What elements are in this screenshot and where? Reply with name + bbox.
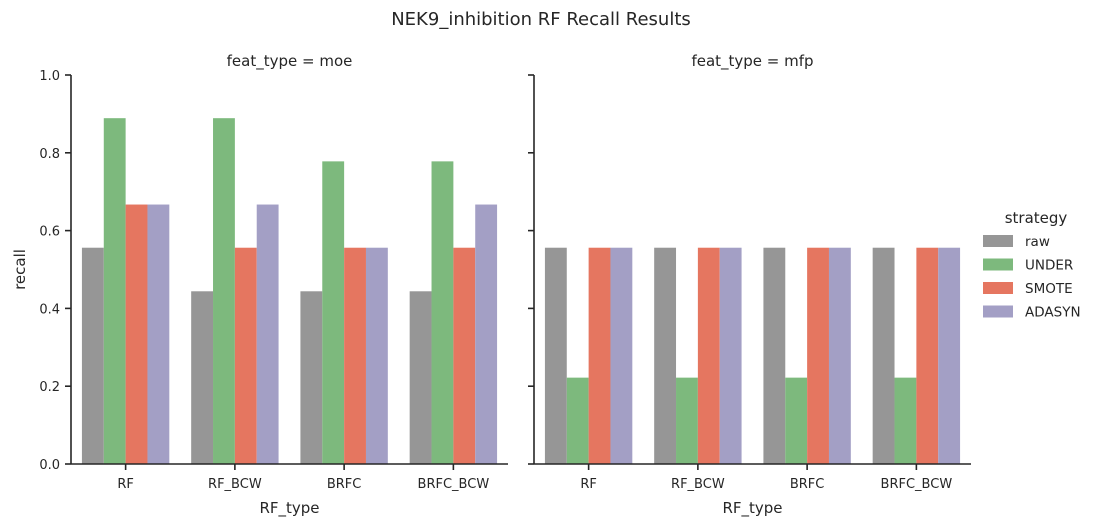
y-tick-label: 0.0 — [39, 458, 60, 473]
bar-smote-brfc_bcw — [453, 247, 476, 464]
panel-1: feat_type = moe 0.0 0.2 0.4 0.6 0.8 1.0 RF RF_BC… — [11, 52, 508, 518]
bar-under-brfc_bcw — [431, 161, 454, 464]
legend-title: strategy — [1005, 209, 1068, 227]
bar-adasyn-brfc_bcw — [938, 247, 961, 464]
bar-smote-rf — [588, 247, 611, 464]
bar-under-rf_bcw — [676, 377, 698, 464]
legend-label-adasyn: ADASYN — [1025, 305, 1081, 321]
bar-under-rf — [103, 118, 126, 464]
bar-under-brfc — [785, 377, 808, 464]
bar-raw-rf — [81, 247, 104, 464]
bar-smote-brfc — [344, 247, 366, 464]
x-tick-label: RF — [117, 477, 134, 492]
bar-smote-brfc — [807, 247, 829, 464]
x-tick-label: BRFC_BCW — [881, 477, 953, 492]
bar-adasyn-brfc — [828, 247, 851, 464]
panel-title: feat_type = moe — [227, 52, 353, 71]
legend: strategy raw UNDER SMOTE ADASYN — [983, 209, 1081, 321]
bar-raw-rf_bcw — [654, 247, 677, 464]
bar-raw-brfc — [763, 247, 786, 464]
x-tick-label: RF_BCW — [671, 477, 725, 492]
chart-title: NEK9_inhibition RF Recall Results — [391, 9, 691, 30]
bar-raw-brfc — [300, 291, 323, 464]
bar-under-brfc_bcw — [894, 377, 917, 464]
legend-swatch-under — [983, 258, 1013, 271]
x-axis-label: RF_type — [722, 499, 782, 518]
bar-raw-rf_bcw — [191, 291, 214, 464]
panel-title: feat_type = mfp — [691, 52, 813, 71]
x-tick-label: RF — [580, 477, 597, 492]
legend-swatch-raw — [983, 235, 1013, 247]
x-tick-label: RF_BCW — [208, 477, 262, 492]
legend-swatch-smote — [983, 282, 1013, 294]
y-tick-label: 0.6 — [39, 225, 60, 240]
bar-smote-rf — [125, 204, 148, 465]
bar-raw-rf — [544, 247, 567, 464]
bar-under-rf — [566, 377, 589, 464]
legend-swatch-adasyn — [983, 305, 1013, 318]
bar-smote-brfc_bcw — [916, 247, 939, 464]
x-tick-label: BRFC — [790, 477, 825, 492]
bar-adasyn-rf_bcw — [256, 204, 279, 465]
x-axis-label: RF_type — [259, 499, 319, 518]
bar-raw-brfc_bcw — [409, 291, 432, 464]
bar-smote-rf_bcw — [697, 247, 720, 464]
x-tick-label: BRFC_BCW — [418, 477, 490, 492]
bar-smote-rf_bcw — [234, 247, 257, 464]
bar-adasyn-rf_bcw — [719, 247, 742, 464]
legend-label-under: UNDER — [1025, 258, 1073, 274]
panel-2: feat_type = mfp RF RF_BCW BRFC BRFC_BCW RF_ty… — [528, 52, 971, 518]
bar-under-brfc — [322, 161, 345, 464]
y-tick-label: 0.8 — [39, 147, 60, 162]
bar-raw-brfc_bcw — [872, 247, 895, 464]
legend-label-smote: SMOTE — [1025, 281, 1073, 297]
y-tick-label: 0.2 — [39, 380, 60, 395]
y-tick-label: 0.4 — [39, 302, 60, 317]
y-tick-label: 1.0 — [39, 69, 60, 84]
bar-adasyn-brfc_bcw — [475, 204, 498, 465]
legend-label-raw: raw — [1025, 234, 1050, 250]
bar-adasyn-brfc — [365, 247, 388, 464]
bar-adasyn-rf — [610, 247, 633, 464]
y-axis-label: recall — [11, 249, 29, 290]
bar-adasyn-rf — [147, 204, 170, 465]
bar-under-rf_bcw — [213, 118, 235, 464]
x-tick-label: BRFC — [327, 477, 362, 492]
